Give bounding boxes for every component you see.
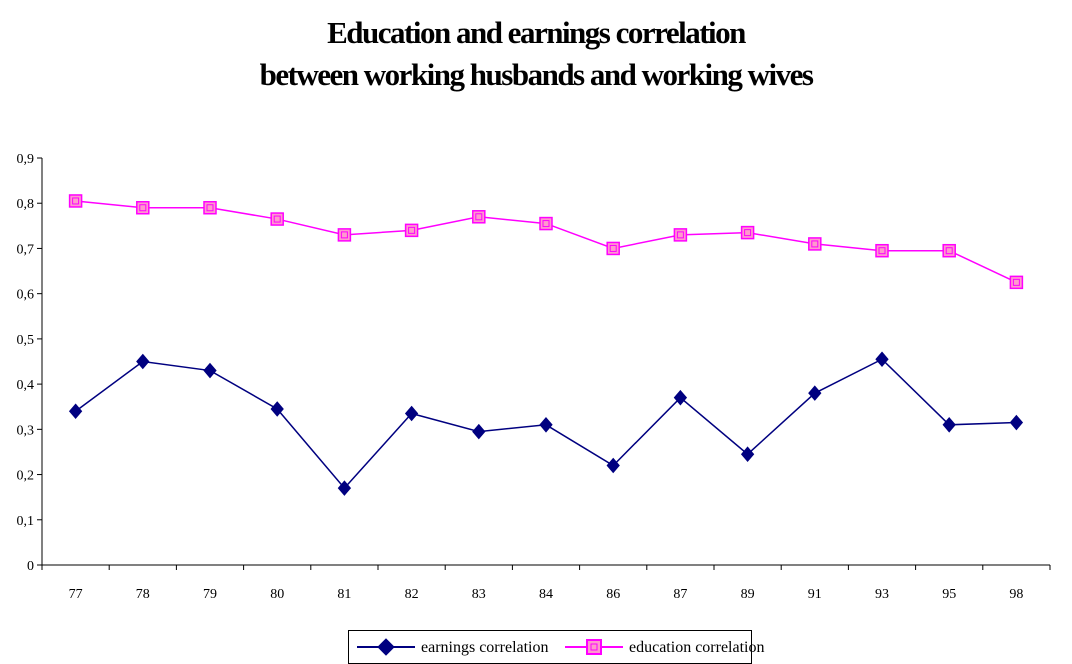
- x-tick-label: 89: [741, 587, 755, 602]
- legend-education-swatch: [565, 639, 623, 655]
- education-point-inner: [1012, 278, 1020, 286]
- earnings-point: [68, 403, 83, 420]
- y-tick-label: 0,1: [17, 514, 35, 529]
- education-point-inner: [609, 244, 617, 252]
- y-tick-label: 0,3: [17, 423, 35, 438]
- earnings-point: [404, 405, 419, 422]
- education-point: [68, 194, 83, 208]
- x-tick-label: 86: [606, 587, 620, 602]
- education-point-inner: [878, 247, 886, 255]
- education-point-inner: [676, 231, 684, 239]
- earnings-point: [808, 385, 822, 401]
- education-point: [875, 243, 889, 258]
- education-point-inner: [542, 220, 550, 228]
- y-tick-label: 0,5: [17, 333, 35, 348]
- x-tick-label: 91: [808, 587, 822, 602]
- x-tick-label: 93: [875, 587, 889, 602]
- earnings-point: [203, 362, 217, 379]
- education-point: [203, 200, 217, 215]
- x-tick-label: 87: [673, 587, 687, 602]
- education-point: [136, 200, 150, 215]
- y-tick-label: 0,8: [17, 197, 35, 212]
- x-tick-label: 82: [405, 587, 419, 602]
- education-point-inner: [811, 240, 819, 248]
- education-point: [942, 243, 956, 258]
- chart-title: Education and earnings correlation betwe…: [0, 12, 1072, 96]
- legend-earnings-swatch: [357, 638, 415, 656]
- y-tick-label: 0,2: [17, 469, 35, 484]
- education-point: [673, 228, 688, 242]
- earnings-point: [673, 389, 688, 406]
- earnings-point: [136, 353, 150, 370]
- y-tick-label: 0,9: [17, 152, 35, 167]
- education-point: [539, 216, 553, 231]
- x-tick-label: 84: [539, 587, 553, 602]
- education-point-inner: [945, 247, 953, 255]
- education-point: [740, 225, 755, 240]
- education-point-inner: [408, 226, 416, 234]
- y-tick-label: 0: [27, 559, 34, 574]
- x-tick-label: 78: [136, 587, 150, 602]
- education-point-inner: [273, 215, 281, 223]
- education-point: [1009, 275, 1024, 290]
- education-point-inner: [72, 197, 80, 205]
- earnings-point: [740, 446, 755, 462]
- earnings-point: [270, 401, 284, 417]
- earnings-point: [472, 423, 486, 440]
- earnings-point: [606, 457, 620, 474]
- education-point: [808, 237, 822, 251]
- y-tick-label: 0,6: [17, 288, 35, 303]
- earnings-point: [875, 351, 889, 368]
- legend-education-label: education correlation: [629, 639, 765, 656]
- education-point: [606, 241, 620, 256]
- x-tick-label: 77: [69, 587, 83, 602]
- earnings-point: [942, 417, 956, 433]
- education-point: [404, 223, 419, 238]
- x-tick-label: 83: [472, 587, 486, 602]
- earnings-point: [337, 480, 352, 496]
- chart-title-line-1: Education and earnings correlation: [327, 15, 746, 50]
- earnings-point: [539, 417, 553, 433]
- y-tick-label: 0,7: [17, 242, 35, 257]
- education-point-inner: [475, 213, 483, 221]
- x-tick-label: 81: [337, 587, 351, 602]
- education-point-inner: [744, 229, 752, 237]
- earnings-point: [1009, 414, 1024, 431]
- legend-earnings-label: earnings correlation: [421, 639, 549, 656]
- chart-title-line-2: between working husbands and working wiv…: [259, 57, 814, 92]
- y-tick-label: 0,4: [17, 378, 35, 393]
- education-point-inner: [206, 204, 214, 212]
- education-point-inner: [340, 231, 348, 239]
- chart-legend: earnings correlation education correlati…: [348, 630, 765, 664]
- x-tick-label: 95: [942, 587, 956, 602]
- education-point: [270, 212, 284, 226]
- education-point: [472, 210, 486, 224]
- education-point-inner: [139, 204, 147, 212]
- x-tick-label: 79: [203, 587, 217, 602]
- x-tick-label: 98: [1009, 587, 1023, 602]
- education-point: [337, 228, 352, 242]
- x-tick-label: 80: [270, 587, 284, 602]
